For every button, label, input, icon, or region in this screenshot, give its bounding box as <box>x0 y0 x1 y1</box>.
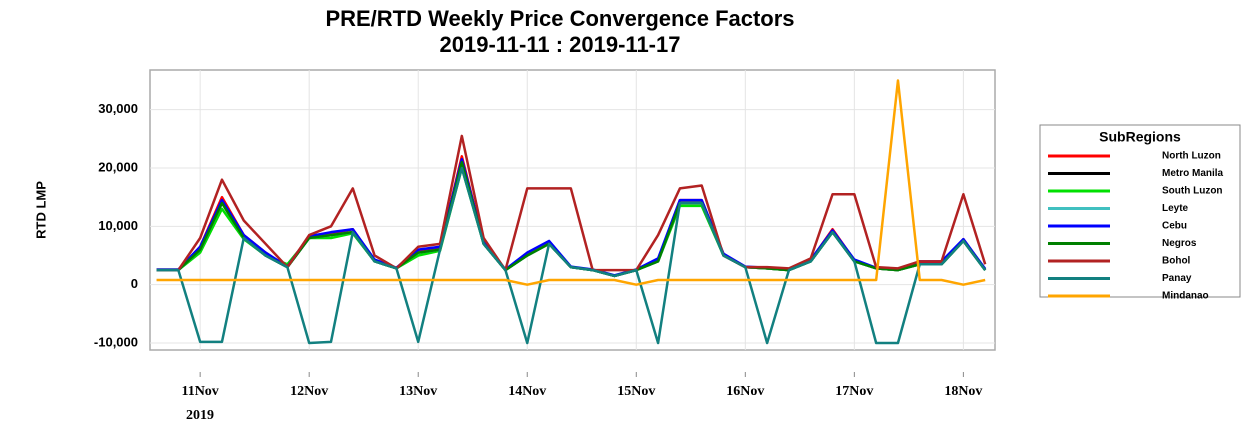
y-axis-label: RTD LMP <box>33 181 48 239</box>
y-tick-label: 20,000 <box>98 159 138 174</box>
chart-subtitle: 2019-11-11 : 2019-11-17 <box>440 32 681 57</box>
legend-label: Cebu <box>1162 221 1187 232</box>
y-tick-label: 0 <box>131 276 138 291</box>
x-tick-label: 15Nov <box>617 384 655 399</box>
legend-label: Negros <box>1162 238 1197 249</box>
x-year-label: 2019 <box>186 408 214 423</box>
plot-frame <box>149 69 996 351</box>
legend-label: Metro Manila <box>1162 168 1224 179</box>
x-tick-label: 11Nov <box>181 384 218 399</box>
legend <box>1039 124 1241 298</box>
x-tick-label: 14Nov <box>508 384 546 399</box>
x-tick-label: 16Nov <box>726 384 764 399</box>
legend-label: Leyte <box>1162 203 1189 214</box>
series-line <box>156 134 987 272</box>
x-tick-label: 12Nov <box>290 384 328 399</box>
series-line <box>156 166 987 345</box>
legend-title: SubRegions <box>1099 129 1181 145</box>
x-tick-label: 17Nov <box>835 384 873 399</box>
chart-title: PRE/RTD Weekly Price Convergence Factors <box>325 6 794 31</box>
x-tick-label: 18Nov <box>944 384 982 399</box>
legend-label: North Luzon <box>1162 151 1221 162</box>
legend-label: Mindanao <box>1162 291 1209 302</box>
legend-label: Bohol <box>1162 256 1191 267</box>
legend-label: Panay <box>1162 273 1192 284</box>
y-tick-label: 10,000 <box>98 218 138 233</box>
legend-label: South Luzon <box>1162 186 1223 197</box>
x-tick-label: 13Nov <box>399 384 437 399</box>
y-tick-label: -10,000 <box>94 334 138 349</box>
series-line <box>156 79 986 286</box>
y-tick-label: 30,000 <box>98 101 138 116</box>
